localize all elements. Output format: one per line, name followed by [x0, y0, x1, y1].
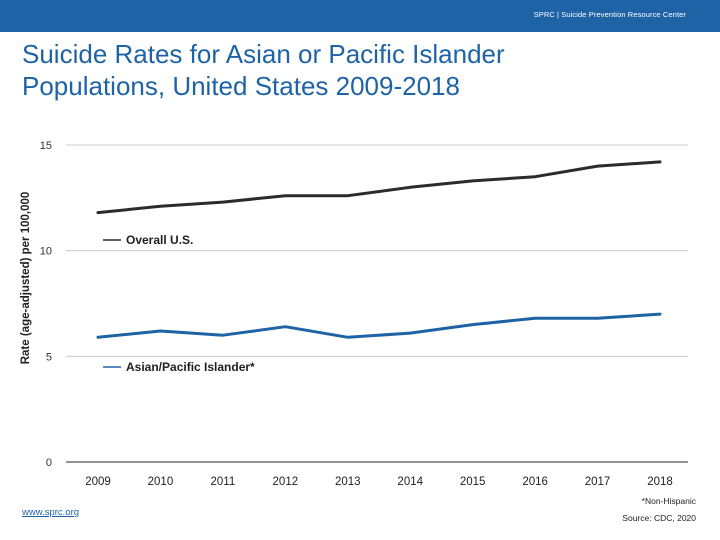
- x-tick-label-2015: 2015: [460, 476, 486, 488]
- non-hispanic-footnote: *Non-Hispanic: [641, 496, 696, 506]
- y-tick-label-5: 5: [46, 351, 52, 363]
- y-tick-label-0: 0: [46, 457, 52, 469]
- x-tick-label-2013: 2013: [335, 476, 361, 488]
- page-title: Suicide Rates for Asian or Pacific Islan…: [22, 38, 682, 102]
- line-chart: 0 5 10 15 2009 2010 2011 2012 2013 2014 2015 2016 20…: [20, 140, 688, 488]
- x-tick-label-2014: 2014: [397, 476, 423, 488]
- title-line-2: Populations, United States 2009-2018: [22, 71, 460, 101]
- y-tick-label-10: 10: [40, 246, 52, 258]
- x-tick-label-2017: 2017: [585, 476, 611, 488]
- top-banner: SPRC | Suicide Prevention Resource Cente…: [0, 0, 720, 32]
- x-tick-label-2012: 2012: [273, 476, 299, 488]
- x-tick-label-2010: 2010: [148, 476, 174, 488]
- legend-label-overall-u-s: Overall U.S.: [126, 233, 193, 247]
- organization-label: SPRC | Suicide Prevention Resource Cente…: [533, 10, 686, 19]
- legend-label-asian-pacific-islander: Asian/Pacific Islander*: [126, 360, 255, 374]
- x-tick-label-2011: 2011: [211, 476, 236, 488]
- x-tick-label-2018: 2018: [647, 476, 673, 488]
- x-tick-label-2016: 2016: [522, 476, 548, 488]
- series-line-asian-pacific-islander: [96, 312, 662, 339]
- source-citation: Source: CDC, 2020: [622, 513, 696, 523]
- sprc-website-link[interactable]: www.sprc.org: [22, 507, 80, 518]
- y-axis-label: Rate (age-adjusted) per 100,000: [20, 192, 32, 365]
- title-line-1: Suicide Rates for Asian or Pacific Islan…: [22, 39, 505, 69]
- x-tick-label-2009: 2009: [85, 476, 111, 488]
- y-tick-label-15: 15: [40, 140, 52, 152]
- series-line-overall-u-s: [96, 160, 662, 215]
